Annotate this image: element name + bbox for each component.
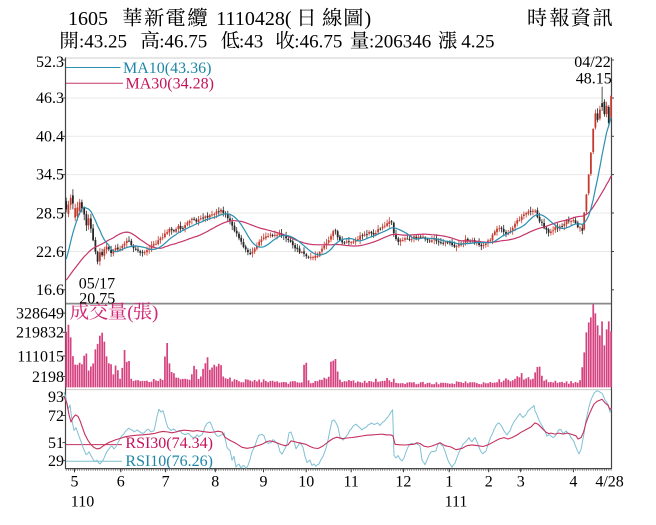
svg-text:52.3: 52.3	[36, 54, 64, 71]
svg-text:2: 2	[485, 474, 493, 491]
svg-text:1605: 1605	[68, 8, 108, 30]
svg-text:8: 8	[211, 474, 219, 491]
svg-text:110: 110	[71, 494, 94, 511]
svg-text:6: 6	[117, 474, 125, 491]
svg-text:04/22: 04/22	[574, 54, 610, 71]
svg-text:28.5: 28.5	[36, 205, 64, 222]
svg-text:10: 10	[298, 474, 314, 491]
svg-text:7: 7	[162, 474, 170, 491]
svg-text:40.4: 40.4	[36, 128, 64, 145]
svg-text:72: 72	[48, 408, 64, 425]
svg-text:4: 4	[569, 474, 577, 491]
svg-text::206346: :206346	[369, 31, 431, 52]
svg-text:4.25: 4.25	[461, 31, 494, 52]
svg-text:48.15: 48.15	[576, 71, 612, 88]
svg-text::43.25: :43.25	[79, 31, 127, 52]
svg-text:): )	[152, 302, 158, 323]
svg-text:20.75: 20.75	[79, 290, 115, 307]
svg-text:29: 29	[48, 453, 64, 470]
svg-text:11: 11	[343, 474, 358, 491]
svg-text:46.3: 46.3	[36, 90, 64, 107]
svg-text:111: 111	[445, 494, 468, 511]
svg-text:1110428(: 1110428(	[216, 8, 292, 30]
svg-text:3: 3	[517, 474, 525, 491]
svg-text:111015: 111015	[17, 348, 64, 365]
svg-text:328649: 328649	[16, 305, 64, 322]
svg-text:2198: 2198	[32, 369, 64, 386]
svg-text:16.6: 16.6	[36, 282, 64, 299]
svg-text::46.75: :46.75	[294, 31, 342, 52]
svg-text:9: 9	[260, 474, 268, 491]
svg-text::46.75: :46.75	[159, 31, 207, 52]
svg-text:(: (	[127, 302, 133, 323]
svg-text:5: 5	[71, 474, 79, 491]
svg-text:51: 51	[48, 435, 64, 452]
svg-text:RSI10(76.26): RSI10(76.26)	[125, 453, 213, 470]
svg-text:MA10(43.36): MA10(43.36)	[123, 60, 211, 77]
svg-text:05/17: 05/17	[79, 275, 115, 292]
svg-text:219832: 219832	[16, 325, 64, 342]
svg-text::43: :43	[239, 31, 263, 52]
svg-text:22.6: 22.6	[36, 244, 64, 261]
svg-text:34.5: 34.5	[36, 167, 64, 184]
svg-text:4/28: 4/28	[595, 474, 623, 491]
svg-text:MA30(34.28): MA30(34.28)	[126, 76, 214, 93]
svg-text:93: 93	[48, 389, 64, 406]
svg-text:1: 1	[445, 474, 453, 491]
svg-text:RSI30(74.34): RSI30(74.34)	[125, 435, 213, 452]
svg-text:12: 12	[395, 474, 411, 491]
svg-text:): )	[365, 8, 372, 30]
